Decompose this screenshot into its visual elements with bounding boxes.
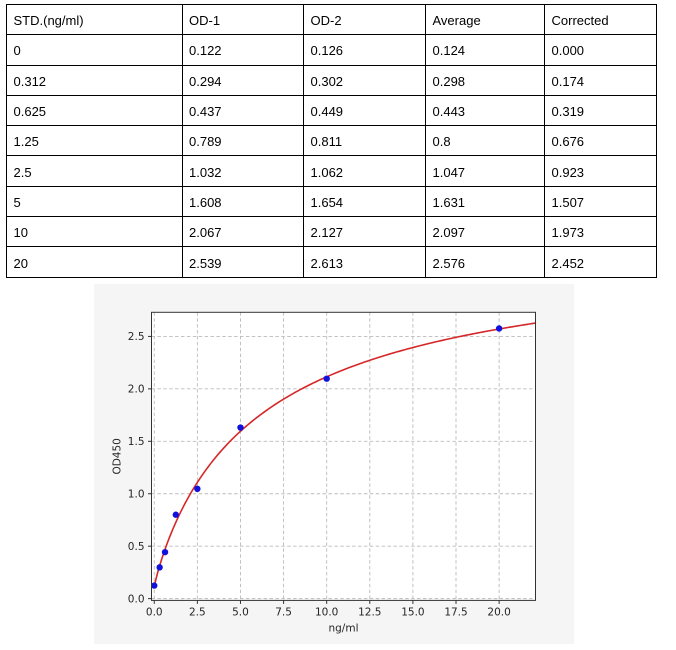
table-cell: 2.452 xyxy=(544,246,657,278)
table-cell: 0.294 xyxy=(181,64,304,96)
table-row: 0.625 0.437 0.449 0.443 0.319 xyxy=(6,94,657,127)
table-cell: 1.608 xyxy=(181,185,304,218)
data-point xyxy=(151,582,158,589)
table-row: 10 2.067 2.127 2.097 1.973 xyxy=(6,216,657,248)
x-tick-label: 12.5 xyxy=(358,607,381,619)
column-header: OD-2 xyxy=(303,3,426,36)
table-cell: 0.174 xyxy=(544,64,657,96)
x-axis-label: ng/ml xyxy=(328,623,358,635)
plot-area xyxy=(151,312,536,601)
table-cell: 1.062 xyxy=(303,155,426,187)
table-cell: 2.576 xyxy=(425,246,545,278)
table-row: 0 0.122 0.126 0.124 0.000 xyxy=(6,34,657,66)
y-axis-label: OD450 xyxy=(111,438,123,474)
table-row: 5 1.608 1.654 1.631 1.507 xyxy=(6,185,657,218)
data-point xyxy=(194,485,201,493)
table-cell: 0.000 xyxy=(544,34,657,66)
standard-curve-figure: 0.0 2.5 5.0 7.5 10.0 12.5 15.0 17.5 20.0 0.0 0.5 1.… xyxy=(94,284,574,644)
table-cell: 1.25 xyxy=(6,125,183,157)
x-tick-label: 20.0 xyxy=(487,607,510,619)
header-row: STD.(ng/ml) OD-1 OD-2 Average Corrected xyxy=(6,3,657,36)
table-cell: 0.298 xyxy=(425,64,545,96)
y-tick-label: 1.0 xyxy=(128,489,145,501)
table-cell: 10 xyxy=(6,216,183,248)
table-cell: 0.124 xyxy=(425,34,545,66)
data-point xyxy=(323,375,330,382)
table-cell: 1.047 xyxy=(425,155,545,187)
table-cell: 0 xyxy=(6,34,183,66)
table-cell: 0.312 xyxy=(6,64,183,96)
y-tick-label: 0.0 xyxy=(128,593,145,605)
data-point xyxy=(495,325,503,332)
table-cell: 20 xyxy=(6,246,183,278)
table-cell: 2.613 xyxy=(303,246,426,278)
data-point xyxy=(161,548,169,556)
table-cell: 1.631 xyxy=(425,185,545,218)
standard-curve-chart: 0.0 2.5 5.0 7.5 10.0 12.5 15.0 17.5 20.0 0.0 0.5 1.… xyxy=(94,284,574,644)
x-tick-label: 17.5 xyxy=(444,607,467,619)
table-cell: 1.507 xyxy=(544,185,657,218)
y-tick-label: 1.5 xyxy=(128,436,145,448)
table-cell: 0.126 xyxy=(303,34,426,66)
table-row: 0.312 0.294 0.302 0.298 0.174 xyxy=(6,64,657,96)
standards-table-head: STD.(ng/ml) OD-1 OD-2 Average Corrected xyxy=(6,3,657,36)
y-tick-label: 2.5 xyxy=(128,331,145,343)
y-tick-label: 0.5 xyxy=(128,541,145,553)
table-cell: 2.539 xyxy=(181,246,304,278)
standards-table: STD.(ng/ml) OD-1 OD-2 Average Corrected 0 0.1… xyxy=(6,3,657,278)
table-cell: 0.625 xyxy=(6,94,183,127)
table-cell: 0.811 xyxy=(303,125,426,157)
table-cell: 1.654 xyxy=(303,185,426,218)
column-header: Corrected xyxy=(544,3,657,36)
table-cell: 0.443 xyxy=(425,94,545,127)
table-cell: 1.032 xyxy=(181,155,304,187)
x-tick-label: 15.0 xyxy=(401,607,424,619)
table-cell: 2.5 xyxy=(6,155,183,187)
table-row: 2.5 1.032 1.062 1.047 0.923 xyxy=(6,155,657,187)
column-header: OD-1 xyxy=(181,3,304,36)
column-header: Average xyxy=(425,3,545,36)
x-tick-label: 0.0 xyxy=(146,607,163,619)
table-cell: 0.449 xyxy=(303,94,426,127)
table-row: 1.25 0.789 0.811 0.8 0.676 xyxy=(6,125,657,157)
table-cell: 1.973 xyxy=(544,216,657,248)
table-cell: 2.097 xyxy=(425,216,545,248)
table-cell: 0.319 xyxy=(544,94,657,127)
table-cell: 0.302 xyxy=(303,64,426,96)
table-cell: 0.8 xyxy=(425,125,545,157)
data-point xyxy=(172,511,180,518)
table-cell: 0.437 xyxy=(181,94,304,127)
standards-table-body: 0 0.122 0.126 0.124 0.000 0.312 0.294 0.302 0.29… xyxy=(6,34,657,278)
data-point xyxy=(156,564,163,571)
table-cell: 0.676 xyxy=(544,125,657,157)
x-tick-label: 5.0 xyxy=(232,607,249,619)
fit-curve-line xyxy=(153,322,536,587)
x-tick-label: 10.0 xyxy=(315,607,338,619)
y-tick-label: 2.0 xyxy=(128,384,145,396)
table-row: 20 2.539 2.613 2.576 2.452 xyxy=(6,246,657,278)
plot-border xyxy=(151,311,536,601)
table-cell: 5 xyxy=(6,185,183,218)
data-point xyxy=(237,424,244,431)
table-cell: 2.067 xyxy=(181,216,304,248)
table-cell: 0.923 xyxy=(544,155,657,187)
table-cell: 0.122 xyxy=(181,34,304,66)
table-cell: 2.127 xyxy=(303,216,426,248)
column-header: STD.(ng/ml) xyxy=(6,3,183,36)
table-cell: 0.789 xyxy=(181,125,304,157)
x-tick-label: 2.5 xyxy=(189,607,206,619)
x-tick-label: 7.5 xyxy=(275,607,292,619)
